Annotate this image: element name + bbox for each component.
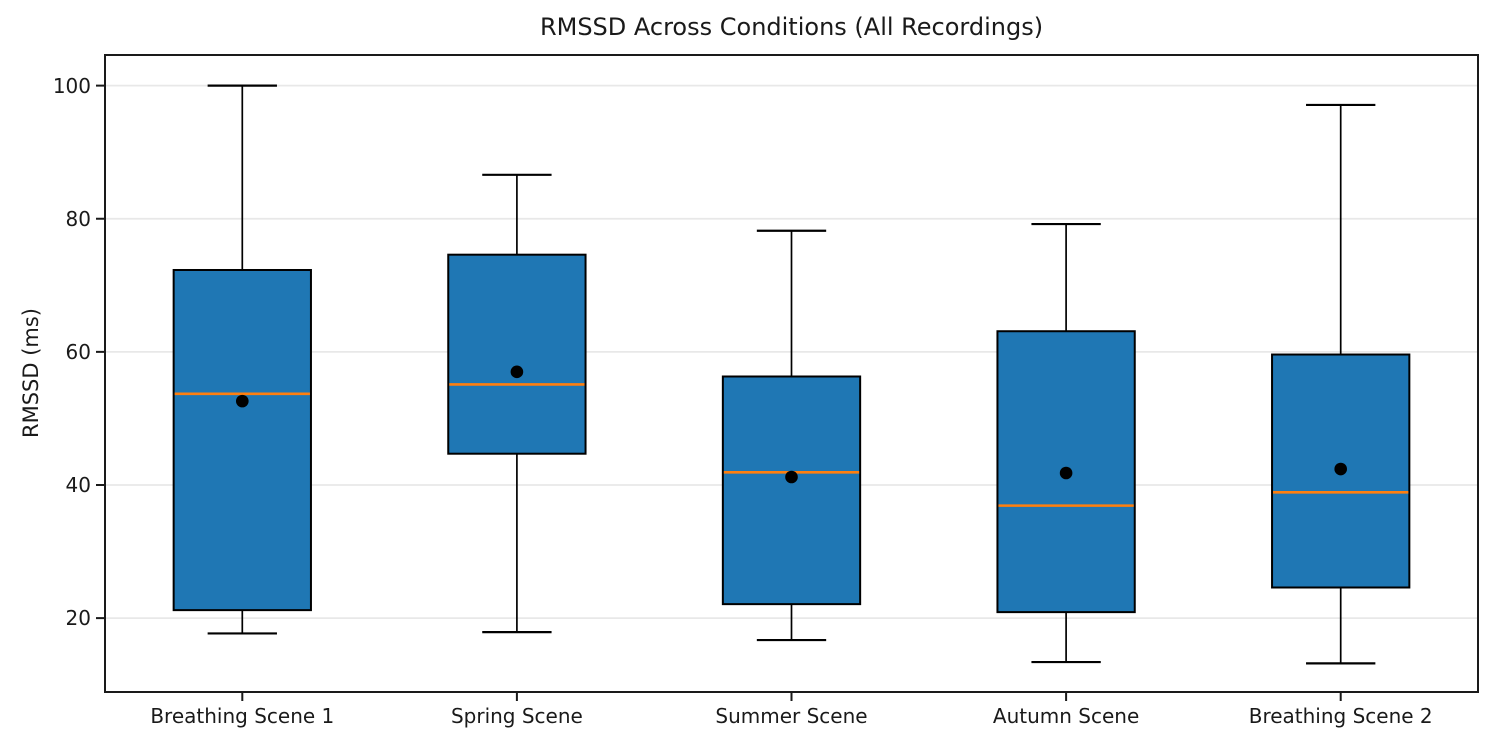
y-tick-label: 40: [65, 472, 91, 497]
y-tick-label: 80: [65, 206, 91, 231]
x-tick-label: Breathing Scene 1: [150, 704, 335, 728]
y-tick-label: 60: [65, 339, 91, 364]
mean-marker: [1059, 466, 1073, 480]
mean-marker: [510, 365, 524, 379]
x-tick-label: Summer Scene: [715, 704, 868, 728]
x-tick-label: Autumn Scene: [992, 704, 1140, 728]
mean-marker: [1334, 462, 1347, 476]
iqr-box: [172, 268, 312, 612]
iqr-box: [447, 253, 587, 455]
iqr-box: [721, 375, 862, 606]
y-tick-label: 20: [65, 606, 91, 631]
x-tick-label: Breathing Scene 2: [1248, 704, 1433, 728]
y-axis-label: RMSSD (ms): [19, 308, 43, 438]
chart-title: RMSSD Across Conditions (All Recordings): [539, 13, 1044, 41]
x-tick-label: Spring Scene: [450, 704, 583, 728]
plot-frame: [104, 54, 1479, 693]
mean-marker: [236, 394, 249, 408]
y-tick-label: 100: [52, 73, 91, 98]
mean-marker: [785, 470, 798, 484]
